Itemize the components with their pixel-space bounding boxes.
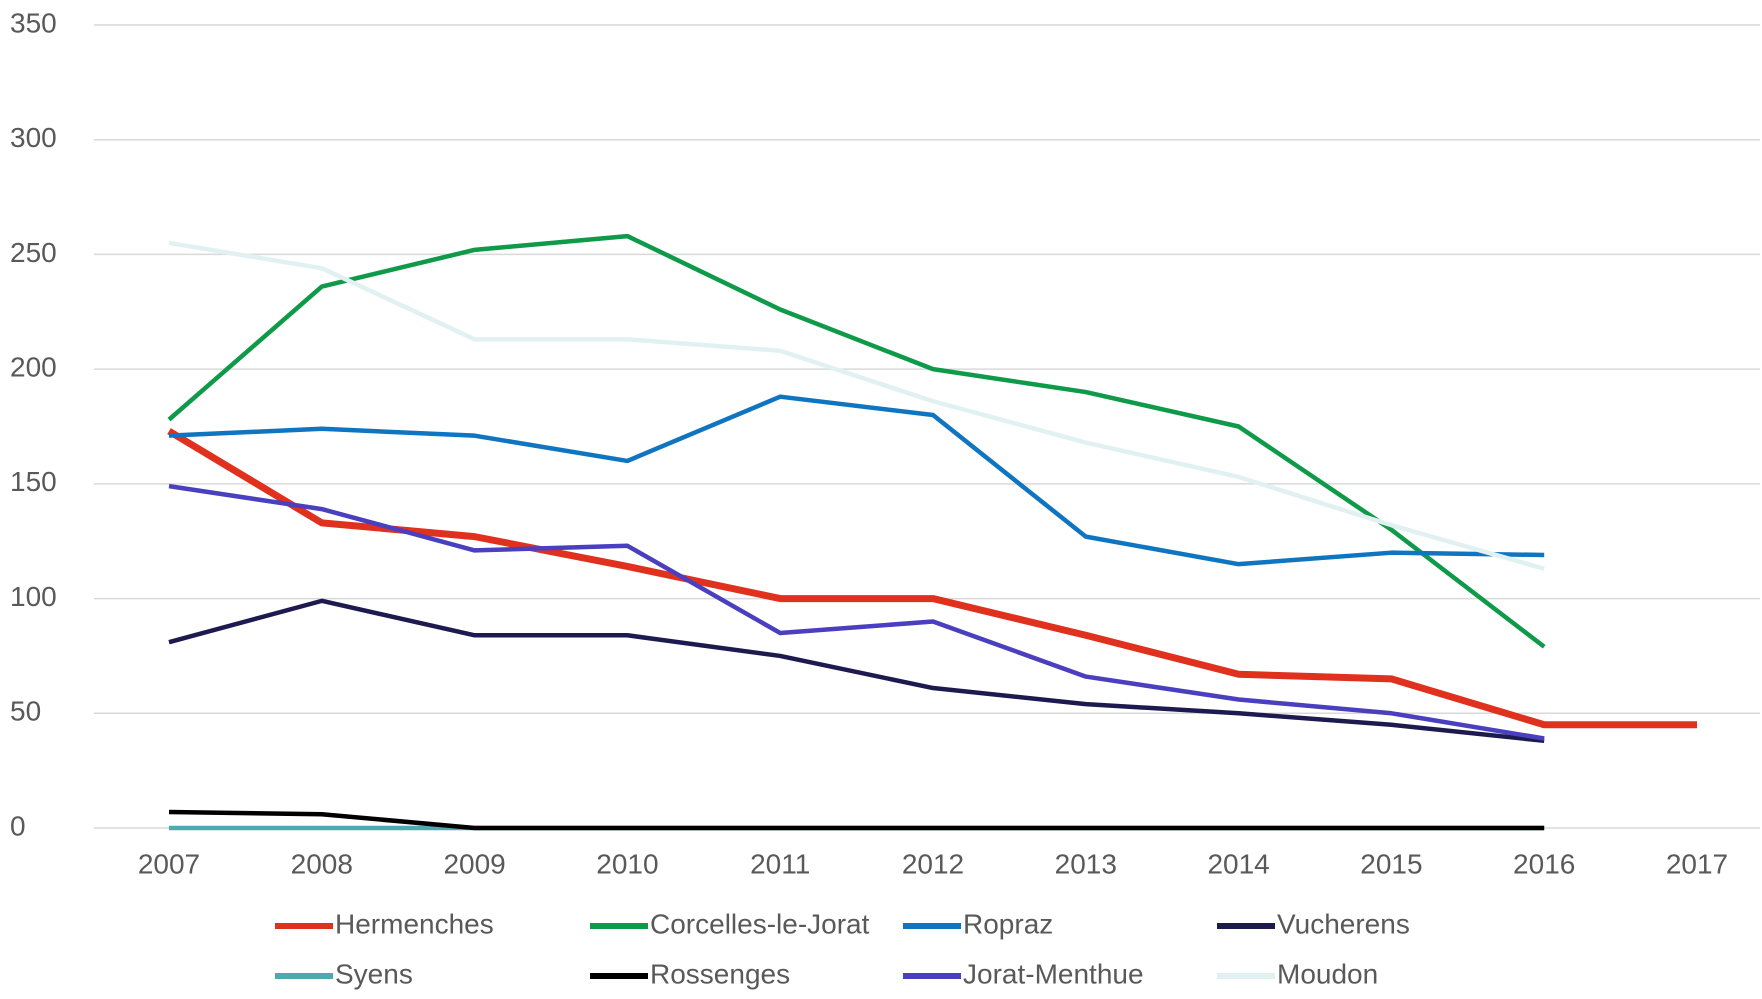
x-tick-label: 2014 bbox=[1207, 848, 1269, 879]
series-line bbox=[168, 240, 1545, 571]
legend-label: Jorat-Menthue bbox=[963, 958, 1144, 989]
legend-label: Corcelles-le-Jorat bbox=[650, 908, 870, 939]
y-tick-label: 300 bbox=[10, 122, 57, 153]
x-tick-label: 2011 bbox=[750, 848, 810, 879]
legend-label: Syens bbox=[335, 958, 413, 989]
series-line bbox=[168, 598, 1545, 744]
y-tick-label: 350 bbox=[10, 7, 57, 38]
x-tick-label: 2013 bbox=[1055, 848, 1117, 879]
x-tick-label: 2008 bbox=[291, 848, 353, 879]
y-tick-label: 50 bbox=[10, 696, 41, 727]
y-tick-label: 250 bbox=[10, 237, 57, 268]
legend-label: Hermenches bbox=[335, 908, 494, 939]
legend-label: Rossenges bbox=[650, 958, 790, 989]
legend-label: Vucherens bbox=[1277, 908, 1410, 939]
y-tick-label: 100 bbox=[10, 581, 57, 612]
x-tick-label: 2007 bbox=[138, 848, 200, 879]
x-tick-label: 2016 bbox=[1513, 848, 1575, 879]
y-tick-label: 150 bbox=[10, 466, 57, 497]
y-tick-label: 200 bbox=[10, 352, 57, 383]
series-line bbox=[168, 394, 1545, 567]
series-line bbox=[168, 809, 1545, 831]
x-tick-label: 2012 bbox=[902, 848, 964, 879]
series-line bbox=[167, 233, 1546, 649]
legend-label: Ropraz bbox=[963, 908, 1053, 939]
x-tick-label: 2015 bbox=[1360, 848, 1422, 879]
legend-label: Moudon bbox=[1277, 958, 1378, 989]
series-line bbox=[168, 483, 1545, 741]
y-tick-label: 0 bbox=[10, 810, 26, 841]
x-tick-label: 2009 bbox=[443, 848, 505, 879]
series-line bbox=[167, 428, 1697, 729]
x-tick-label: 2010 bbox=[596, 848, 658, 879]
x-tick-label: 2017 bbox=[1666, 848, 1728, 879]
